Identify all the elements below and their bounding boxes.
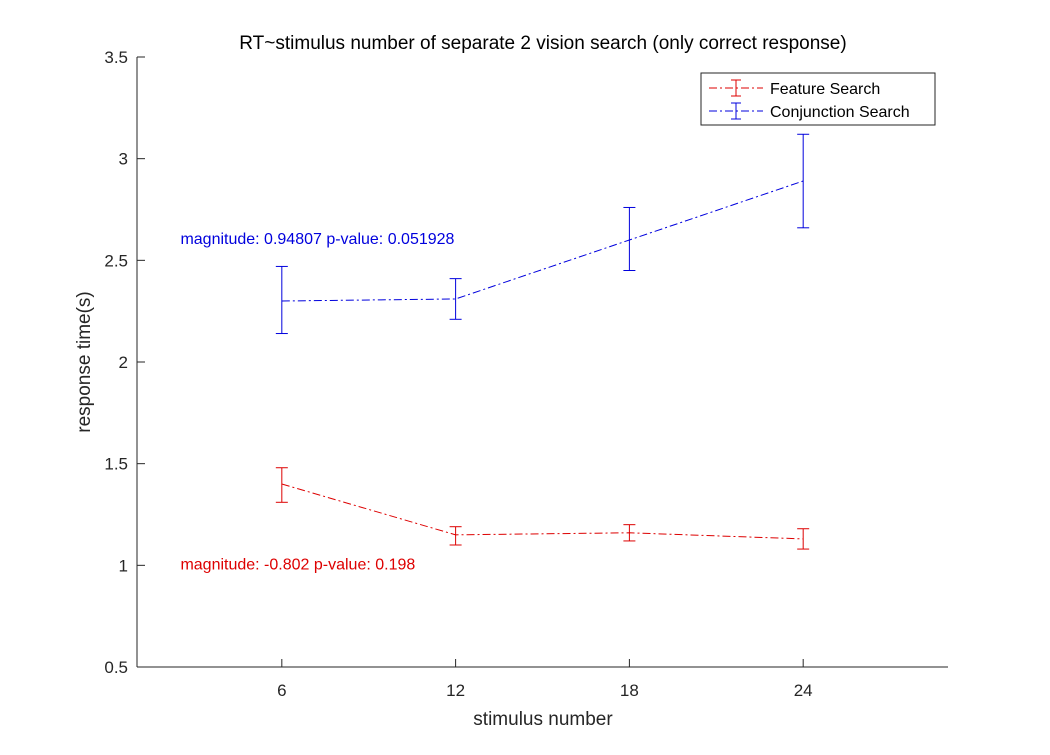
y-axis-label: response time(s) bbox=[74, 291, 95, 433]
legend-label: Feature Search bbox=[770, 81, 880, 98]
error-bar bbox=[797, 133, 810, 229]
axes-group: 6 12 18 24 0.5 1 1.5 2 2.5 3 3.5 bbox=[104, 48, 948, 700]
legend-box bbox=[700, 72, 936, 126]
x-tick-label: 12 bbox=[446, 681, 465, 700]
legend-item: Conjunction Search bbox=[709, 102, 910, 121]
series-line bbox=[281, 483, 804, 540]
chart-title: RT~stimulus number of separate 2 vision … bbox=[239, 33, 846, 54]
error-bar bbox=[275, 467, 288, 503]
legend-item: Feature Search bbox=[709, 79, 880, 98]
y-tick-label: 1 bbox=[119, 556, 128, 575]
x-tick-label: 18 bbox=[620, 681, 639, 700]
annotation-text: magnitude: 0.94807 p-value: 0.051928 bbox=[180, 231, 454, 248]
x-tick-label: 6 bbox=[277, 681, 286, 700]
legend: Feature Search Conjunction Search bbox=[700, 72, 936, 126]
y-tick-label: 0.5 bbox=[104, 658, 128, 677]
y-tick-label: 3 bbox=[119, 150, 128, 169]
annotations-group: magnitude: 0.94807 p-value: 0.051928 magn… bbox=[180, 231, 454, 573]
error-bar bbox=[797, 528, 810, 550]
x-axis-label: stimulus number bbox=[473, 709, 613, 730]
y-tick-label: 1.5 bbox=[104, 455, 128, 474]
error-bar bbox=[449, 278, 462, 320]
series-feature-search bbox=[275, 467, 810, 550]
x-tick-label: 24 bbox=[794, 681, 813, 700]
error-bar bbox=[275, 265, 288, 335]
y-tick-label: 2 bbox=[119, 353, 128, 372]
annotation-text: magnitude: -0.802 p-value: 0.198 bbox=[180, 556, 415, 573]
error-bar bbox=[449, 526, 462, 546]
series-conjunction-search bbox=[275, 133, 810, 335]
error-bar bbox=[623, 206, 636, 271]
error-bar bbox=[623, 524, 636, 542]
series-group bbox=[275, 133, 810, 550]
legend-label: Conjunction Search bbox=[770, 104, 910, 121]
series-line bbox=[281, 180, 804, 302]
y-tick-label: 3.5 bbox=[104, 48, 128, 67]
y-tick-label: 2.5 bbox=[104, 251, 128, 270]
